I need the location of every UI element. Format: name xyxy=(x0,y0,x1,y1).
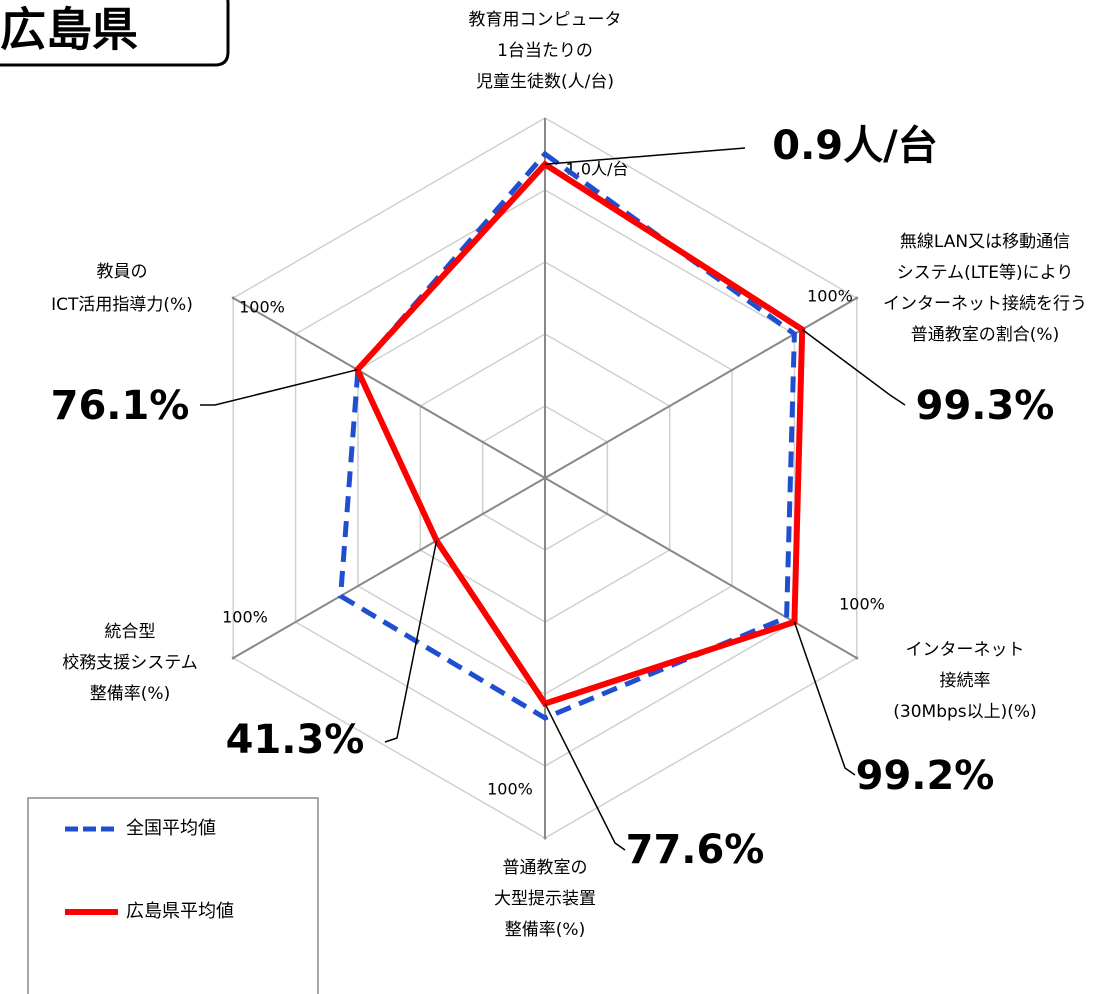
axis-label: 教員の xyxy=(97,262,148,282)
leader-line xyxy=(200,368,358,406)
leader-line xyxy=(793,621,856,776)
axis-label: 校務支援システム xyxy=(62,653,198,673)
leader-line xyxy=(544,703,626,851)
axis-label: 接続率 xyxy=(940,671,991,691)
data-label: 99.2% xyxy=(856,753,995,799)
tick-label: 100% xyxy=(239,298,285,317)
leader-line xyxy=(801,328,906,406)
axis-label: インターネット接続を行う xyxy=(883,294,1087,314)
data-label: 0.9人/台 xyxy=(772,123,937,169)
tick-mark xyxy=(855,296,859,300)
axis-label: 児童生徒数(人/台) xyxy=(476,72,614,92)
data-label: 99.3% xyxy=(916,383,1055,429)
axis-label: 整備率(%) xyxy=(505,920,585,940)
tick-label: 100% xyxy=(487,780,533,799)
leader-line xyxy=(384,540,438,743)
chart-title: 広島県 xyxy=(0,3,138,57)
title-box xyxy=(0,0,230,67)
tick-mark xyxy=(231,296,235,300)
axis-label: (30Mbps以上)(%) xyxy=(893,702,1036,722)
tick-label: 100% xyxy=(807,287,853,306)
axis-label: ICT活用指導力(%) xyxy=(51,295,193,315)
axis-label: 整備率(%) xyxy=(90,684,170,704)
series-line xyxy=(337,150,797,721)
axis-line xyxy=(232,477,546,659)
tick-mark xyxy=(231,656,235,660)
series-line xyxy=(353,160,806,708)
axis-label: インターネット xyxy=(906,640,1025,660)
axis-label: システム(LTE等)により xyxy=(897,263,1074,283)
axis-label: 無線LAN又は移動通信 xyxy=(900,232,1070,252)
axis-label: 普通教室の割合(%) xyxy=(911,325,1059,345)
axis-label: 教育用コンピュータ xyxy=(469,10,622,30)
axis-label: 大型提示装置 xyxy=(494,889,596,909)
data-label: 77.6% xyxy=(626,827,765,873)
legend-label: 広島県平均値 xyxy=(126,901,234,922)
tick-mark xyxy=(855,656,859,660)
tick-label: 1.0人/台 xyxy=(566,160,629,179)
tick-mark xyxy=(543,836,547,840)
axis-label: 普通教室の xyxy=(503,858,588,878)
axis-label: 1台当たりの xyxy=(497,41,593,61)
data-label: 41.3% xyxy=(226,717,365,763)
legend-label: 全国平均値 xyxy=(126,818,216,839)
leader-line xyxy=(544,147,746,166)
axis-line xyxy=(232,297,546,479)
tick-label: 100% xyxy=(839,595,885,614)
axis-line xyxy=(544,477,858,659)
axis-label: 統合型 xyxy=(105,622,156,642)
tick-label: 100% xyxy=(222,608,268,627)
data-label: 76.1% xyxy=(51,383,190,429)
axis-line xyxy=(544,297,858,479)
